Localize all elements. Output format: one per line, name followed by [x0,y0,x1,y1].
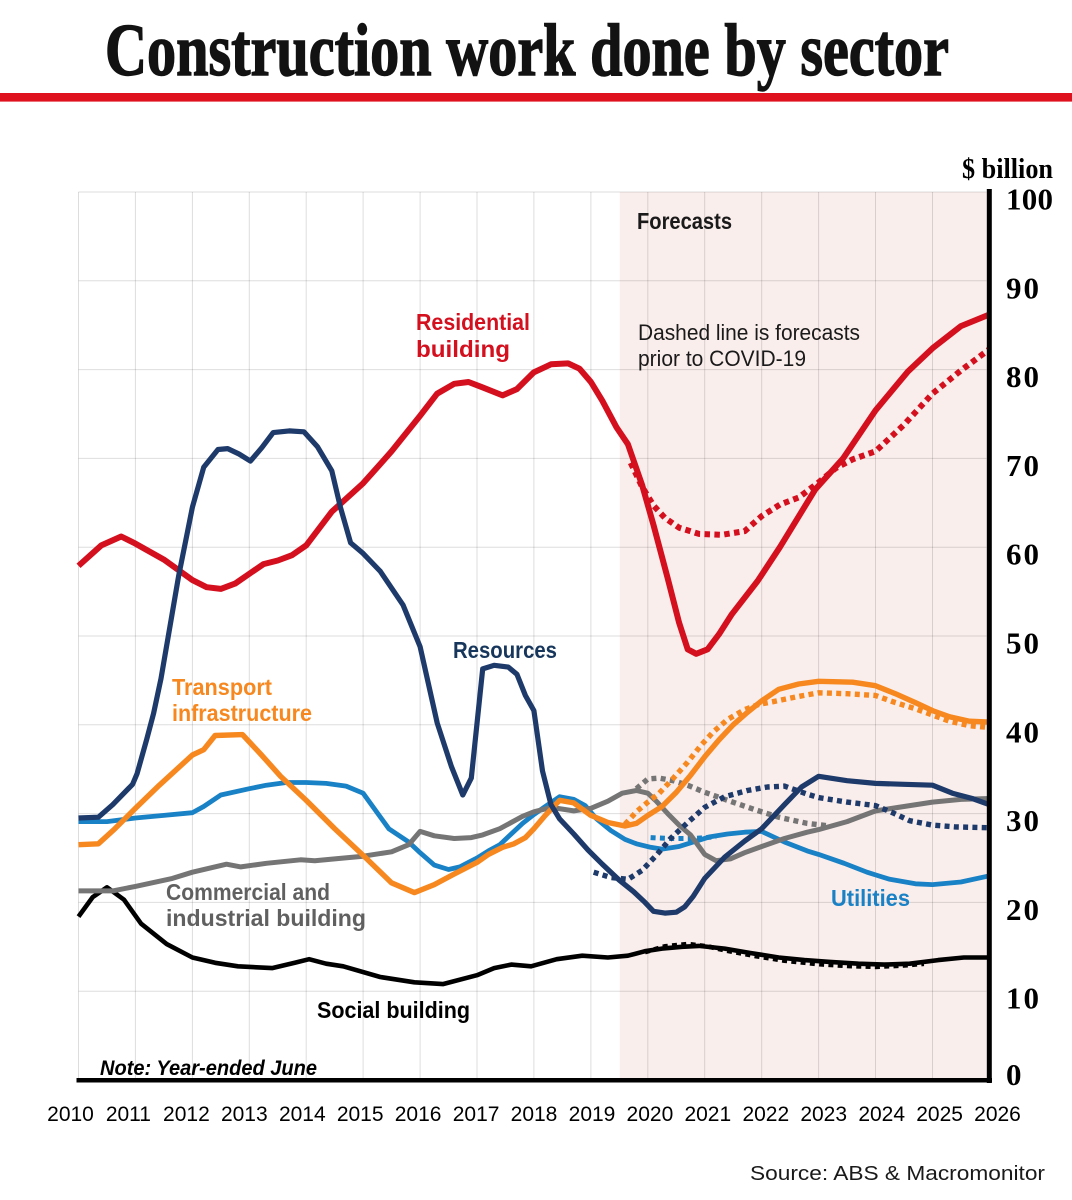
svg-text:2017: 2017 [453,1103,500,1126]
svg-text:Construction work done by sect: Construction work done by sector [105,10,949,92]
svg-text:2016: 2016 [395,1103,442,1126]
svg-text:industrial building: industrial building [166,905,366,931]
svg-text:2010: 2010 [47,1103,94,1126]
svg-text:2021: 2021 [684,1103,731,1126]
svg-text:2015: 2015 [337,1103,384,1126]
svg-text:2022: 2022 [742,1103,789,1126]
svg-text:2019: 2019 [569,1103,616,1126]
svg-text:Residential: Residential [416,309,530,335]
svg-text:Note: Year-ended June: Note: Year-ended June [100,1057,317,1080]
svg-text:$ billion: $ billion [962,154,1053,185]
svg-text:2026: 2026 [974,1103,1021,1126]
svg-text:prior to COVID-19: prior to COVID-19 [638,346,806,371]
svg-text:2020: 2020 [627,1103,674,1126]
svg-text:Source: ABS & Macromonitor: Source: ABS & Macromonitor [750,1162,1045,1185]
svg-text:0: 0 [1006,1057,1022,1092]
svg-text:2018: 2018 [511,1103,558,1126]
svg-text:Dashed line is forecasts: Dashed line is forecasts [638,320,860,345]
svg-text:Transport: Transport [172,674,272,700]
svg-text:2012: 2012 [163,1103,210,1126]
svg-text:Resources: Resources [453,637,557,663]
svg-text:100: 100 [1006,182,1053,217]
svg-text:Commercial and: Commercial and [166,879,330,905]
svg-text:2014: 2014 [279,1103,326,1126]
svg-text:2013: 2013 [221,1103,268,1126]
svg-text:infrastructure: infrastructure [172,700,312,726]
svg-text:2024: 2024 [858,1103,905,1126]
svg-text:2025: 2025 [916,1103,963,1126]
svg-text:2011: 2011 [106,1103,151,1126]
svg-text:Forecasts: Forecasts [637,208,732,234]
svg-text:Social building: Social building [317,997,470,1023]
svg-text:2023: 2023 [800,1103,847,1126]
svg-text:building: building [416,336,510,362]
svg-text:Utilities: Utilities [831,885,910,911]
